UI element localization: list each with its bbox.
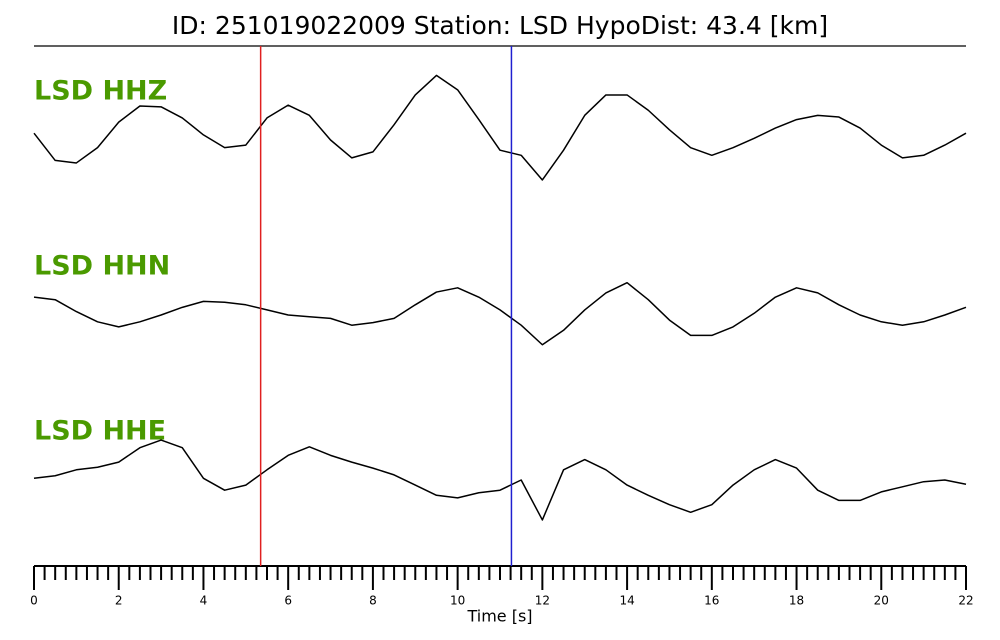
x-tick-label: 0 xyxy=(30,594,38,608)
waveform xyxy=(33,74,967,181)
x-tick-label: 20 xyxy=(874,594,889,608)
x-tick-label: 18 xyxy=(789,594,804,608)
chart-title: ID: 251019022009 Station: LSD HypoDist: … xyxy=(172,11,828,40)
waveform xyxy=(33,439,967,521)
x-tick-label: 8 xyxy=(369,594,377,608)
trace-name: LSD HHZ xyxy=(34,76,167,107)
x-tick-label: 10 xyxy=(450,594,465,608)
x-tick-label: 22 xyxy=(958,594,973,608)
x-tick-label: 6 xyxy=(284,594,292,608)
x-tick-label: 2 xyxy=(115,594,123,608)
x-tick-label: 14 xyxy=(619,594,634,608)
x-tick-label: 4 xyxy=(200,594,208,608)
trace-name: LSD HHN xyxy=(34,251,170,282)
x-tick-label: 12 xyxy=(535,594,550,608)
waveform xyxy=(33,281,967,346)
x-axis-label: Time [s] xyxy=(466,607,532,626)
x-tick-label: 16 xyxy=(704,594,719,608)
trace-name: LSD HHE xyxy=(34,416,166,447)
